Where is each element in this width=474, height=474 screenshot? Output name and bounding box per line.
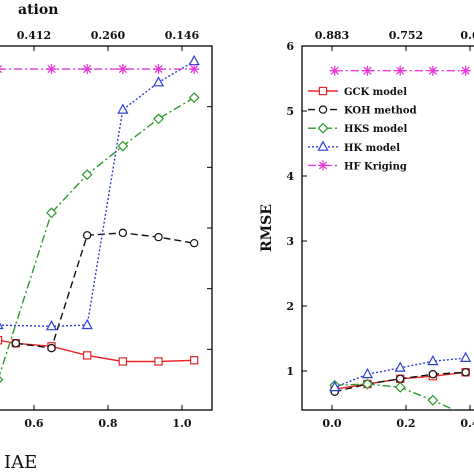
legend-label-hk-model: HK model [344, 143, 400, 154]
left-point-koh-method [11, 339, 21, 348]
right-bottom-tick-label: 0.2 [396, 417, 415, 430]
left-point-gck-model [154, 357, 163, 366]
right-point-hf-kriging [427, 65, 438, 76]
left-point-hk-model [0, 322, 4, 330]
right-point-hks-model [427, 394, 439, 406]
left-point-hf-kriging [82, 64, 93, 75]
right-point-hf-kriging [362, 65, 373, 76]
legend-marker-gck-model [318, 86, 328, 96]
left-point-hks-model [81, 169, 93, 181]
right-point-hk-model [329, 381, 341, 392]
right-bottom-tick-label: 0.4 [460, 417, 474, 430]
right-point-koh-method [428, 370, 438, 379]
legend-marker-hks-model [317, 122, 329, 134]
right-bottom-tick-label: 0.0 [322, 417, 341, 430]
left-point-hk-model [45, 320, 58, 331]
left-point-hf-kriging [117, 64, 128, 75]
left-point-gck-model [82, 351, 92, 360]
left-plot-frame [0, 45, 213, 411]
right-top-tick-label: 0.752 [389, 29, 423, 42]
left-bottom-tick-label: 0.6 [24, 417, 43, 430]
right-point-hk-model [361, 368, 374, 379]
left-top-tick-label: 0.146 [165, 29, 200, 42]
left-point-hks-model [153, 113, 164, 125]
left-point-koh-method [118, 228, 128, 238]
left-point-hks-model [117, 140, 129, 152]
legend: GCK model KOH method HKS model HK model HF K… [308, 86, 417, 172]
left-top-tick-label: 0.260 [91, 29, 126, 42]
right-top-tick-label: 0.883 [315, 29, 349, 42]
left-point-hk-model [117, 103, 129, 114]
right-chart-panel: RMSE 0.883 0.752 0.6 0.0 0.2 0.4 1 2 3 4 5 6 GCK … [259, 29, 474, 430]
right-point-hk-model [460, 351, 472, 362]
legend-label-hf-kriging: HF Kriging [344, 161, 407, 172]
legend-marker-hk-model [317, 140, 329, 151]
left-bottom-axis-label: IAE [4, 452, 37, 473]
right-y-tick-label: 5 [286, 105, 294, 118]
right-point-hf-kriging [460, 65, 471, 76]
right-y-tick-label: 3 [286, 235, 294, 248]
left-point-gck-model [189, 356, 199, 365]
legend-marker-hf-kriging [318, 160, 328, 171]
left-point-hk-model [152, 76, 165, 87]
right-point-hf-kriging [395, 65, 406, 76]
left-point-hf-kriging [0, 64, 3, 74]
left-chart-panel: ation IAE 0.412 0.260 0.146 0.6 0.8 1.0 [0, 2, 213, 473]
left-series-line-gck-model [0, 339, 195, 363]
left-series-line-hks-model [0, 96, 195, 376]
left-point-hks-model [46, 207, 57, 219]
left-top-tick-label: 0.412 [17, 29, 51, 42]
left-bottom-tick-label: 0.8 [98, 417, 117, 430]
left-point-koh-method [82, 231, 92, 240]
legend-label-gck-model: GCK model [344, 87, 407, 98]
left-bottom-tick-label: 1.0 [172, 417, 191, 430]
right-plot-frame [301, 45, 474, 411]
right-point-koh-method [461, 368, 470, 377]
right-top-tick-label: 0.6 [460, 29, 474, 42]
left-point-hf-kriging [189, 64, 200, 75]
left-point-hk-model [81, 318, 93, 330]
right-point-hks-model [394, 381, 406, 393]
left-point-gck-model [0, 336, 3, 345]
right-y-tick-label: 1 [286, 365, 294, 378]
left-point-koh-method [47, 343, 56, 353]
left-point-hf-kriging [46, 64, 57, 75]
legend-label-hks-model: HKS model [344, 124, 407, 135]
right-point-hks-model [362, 378, 373, 390]
legend-label-koh-method: KOH method [344, 106, 417, 117]
legend-marker-koh-method [318, 105, 328, 114]
right-y-tick-label: 4 [286, 170, 294, 183]
left-point-gck-model [118, 357, 128, 366]
right-point-hf-kriging [329, 65, 340, 76]
left-top-axis-title: ation [18, 2, 58, 18]
left-point-koh-method [154, 232, 163, 242]
left-series-line-hk-model [0, 60, 195, 328]
left-point-hks-model [188, 92, 200, 104]
left-point-hks-model [0, 376, 4, 384]
left-point-hf-kriging [153, 64, 164, 75]
right-point-hk-model [427, 355, 439, 366]
right-y-tick-label: 2 [286, 300, 294, 313]
left-point-koh-method [189, 238, 199, 248]
right-y-axis-label: RMSE [259, 204, 275, 252]
left-point-hk-model [188, 54, 200, 66]
right-point-koh-method [395, 374, 405, 383]
right-y-tick-label: 6 [286, 40, 294, 53]
left-series-line-koh-method [15, 232, 195, 349]
right-point-hk-model [394, 361, 406, 372]
